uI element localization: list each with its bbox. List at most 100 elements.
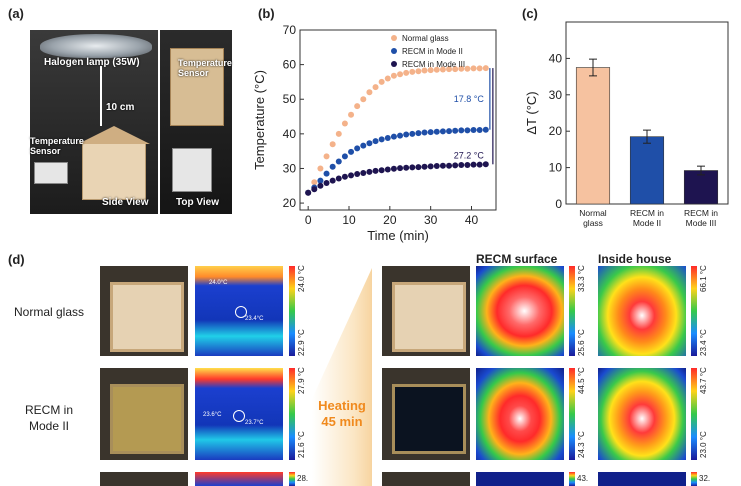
category-label: glass — [583, 218, 603, 228]
data-point — [421, 129, 428, 136]
data-point — [458, 162, 465, 168]
data-point — [476, 161, 483, 168]
data-point — [329, 163, 336, 170]
x-tick-label: 0 — [305, 213, 312, 227]
data-point — [446, 162, 453, 169]
data-point — [360, 142, 367, 149]
panel-c-label: (c) — [522, 6, 538, 21]
data-point — [476, 65, 483, 72]
data-point — [433, 66, 440, 73]
data-point — [341, 173, 348, 180]
y-tick-label: 70 — [283, 23, 297, 37]
x-tick-label: 10 — [342, 213, 356, 227]
data-point — [482, 161, 489, 168]
thermal-row3-surface — [476, 472, 564, 486]
legend-label: RECM in Mode III — [402, 60, 465, 69]
temp-sensor-side-label: Temperature Sensor — [30, 136, 84, 156]
data-point — [360, 96, 367, 103]
panel-b-label: (b) — [258, 6, 275, 21]
data-point — [470, 65, 477, 72]
colorbar-max: 24.0 °C — [297, 265, 306, 292]
spot-temp-label: 23.7°C — [245, 420, 264, 426]
data-point — [348, 172, 355, 179]
y-axis-label: ΔT (°C) — [524, 91, 539, 134]
y-tick-label: 40 — [283, 127, 297, 141]
photo-normal-glass-before — [100, 266, 188, 356]
thermal-row3-inside — [598, 472, 686, 486]
data-point — [335, 130, 342, 137]
y-tick-label: 60 — [283, 58, 297, 72]
data-point — [421, 67, 428, 74]
photo-recm-mode-ii-before — [100, 368, 188, 460]
data-point — [397, 132, 404, 139]
thermal-recm-mode-ii-surface — [476, 368, 564, 460]
temp-sensor-top-label: Temperature Sensor — [178, 58, 232, 78]
data-point — [317, 182, 324, 189]
data-point — [378, 167, 385, 174]
data-point — [397, 165, 404, 172]
data-point — [439, 128, 446, 135]
data-point — [452, 66, 459, 73]
bar — [575, 67, 611, 205]
y-tick-label: 10 — [549, 161, 563, 175]
y-tick-label: 40 — [549, 51, 563, 65]
data-point — [446, 66, 453, 73]
x-tick-label: 30 — [424, 213, 438, 227]
thermal-recm-mode-ii-before: 23.6°C 23.7°C — [195, 368, 283, 460]
data-point — [390, 72, 397, 79]
category-label: RECM in — [684, 208, 718, 218]
box-icon — [110, 384, 184, 454]
data-point — [317, 177, 324, 184]
data-point — [433, 163, 440, 170]
data-point — [323, 170, 330, 177]
box-icon — [110, 282, 184, 352]
data-point — [415, 68, 422, 75]
halogen-lamp-icon — [40, 34, 152, 58]
box-icon — [392, 282, 466, 352]
colorbar — [569, 472, 575, 486]
legend-label: RECM in Mode II — [402, 47, 463, 56]
data-point — [378, 136, 385, 143]
row-label-normal-glass: Normal glass — [13, 305, 85, 319]
thermometer-icon — [34, 162, 68, 184]
y-tick-label: 50 — [283, 92, 297, 106]
row-label-recm-mode-ii: RECM in Mode II — [24, 403, 73, 433]
x-axis-label: Time (min) — [367, 228, 429, 243]
colorbar-max: 32. — [699, 474, 711, 483]
data-point — [415, 164, 422, 171]
data-point — [372, 84, 379, 91]
data-point — [329, 141, 336, 148]
photo-normal-glass-after — [382, 266, 470, 356]
heating-wedge — [312, 268, 372, 486]
data-point — [476, 127, 483, 134]
colorbar-max: 33.3 °C — [577, 265, 586, 292]
bar — [683, 170, 719, 205]
data-point — [317, 165, 324, 172]
spot-marker-icon — [235, 306, 247, 318]
temperature-chart: 0 10 20 30 40 20 30 40 50 60 70 Time (min) Temperatu… — [252, 23, 497, 243]
y-tick-label: 0 — [555, 197, 562, 211]
colorbar — [289, 472, 295, 486]
data-point — [372, 167, 379, 174]
data-point — [409, 68, 416, 75]
colorbar — [289, 368, 295, 460]
data-point — [360, 169, 367, 176]
thermal-recm-mode-ii-inside — [598, 368, 686, 460]
photo-row3-before — [100, 472, 188, 486]
colorbar-min: 22.9 °C — [297, 329, 306, 356]
side-view-photo — [30, 30, 158, 214]
colorbar — [569, 266, 575, 356]
data-point — [482, 65, 489, 72]
data-point — [427, 129, 434, 136]
spot-temp-label: 24.0°C — [209, 280, 228, 286]
data-point — [384, 135, 391, 141]
annotation-label: 27.2 °C — [454, 150, 485, 160]
colorbar-min: 24.3 °C — [577, 431, 586, 458]
data-point — [464, 65, 471, 72]
colorbar-max: 28. — [297, 474, 309, 483]
data-point — [335, 175, 342, 182]
data-point — [366, 168, 373, 175]
data-point — [403, 131, 410, 138]
heating-label: Heating 45 min — [314, 398, 370, 430]
